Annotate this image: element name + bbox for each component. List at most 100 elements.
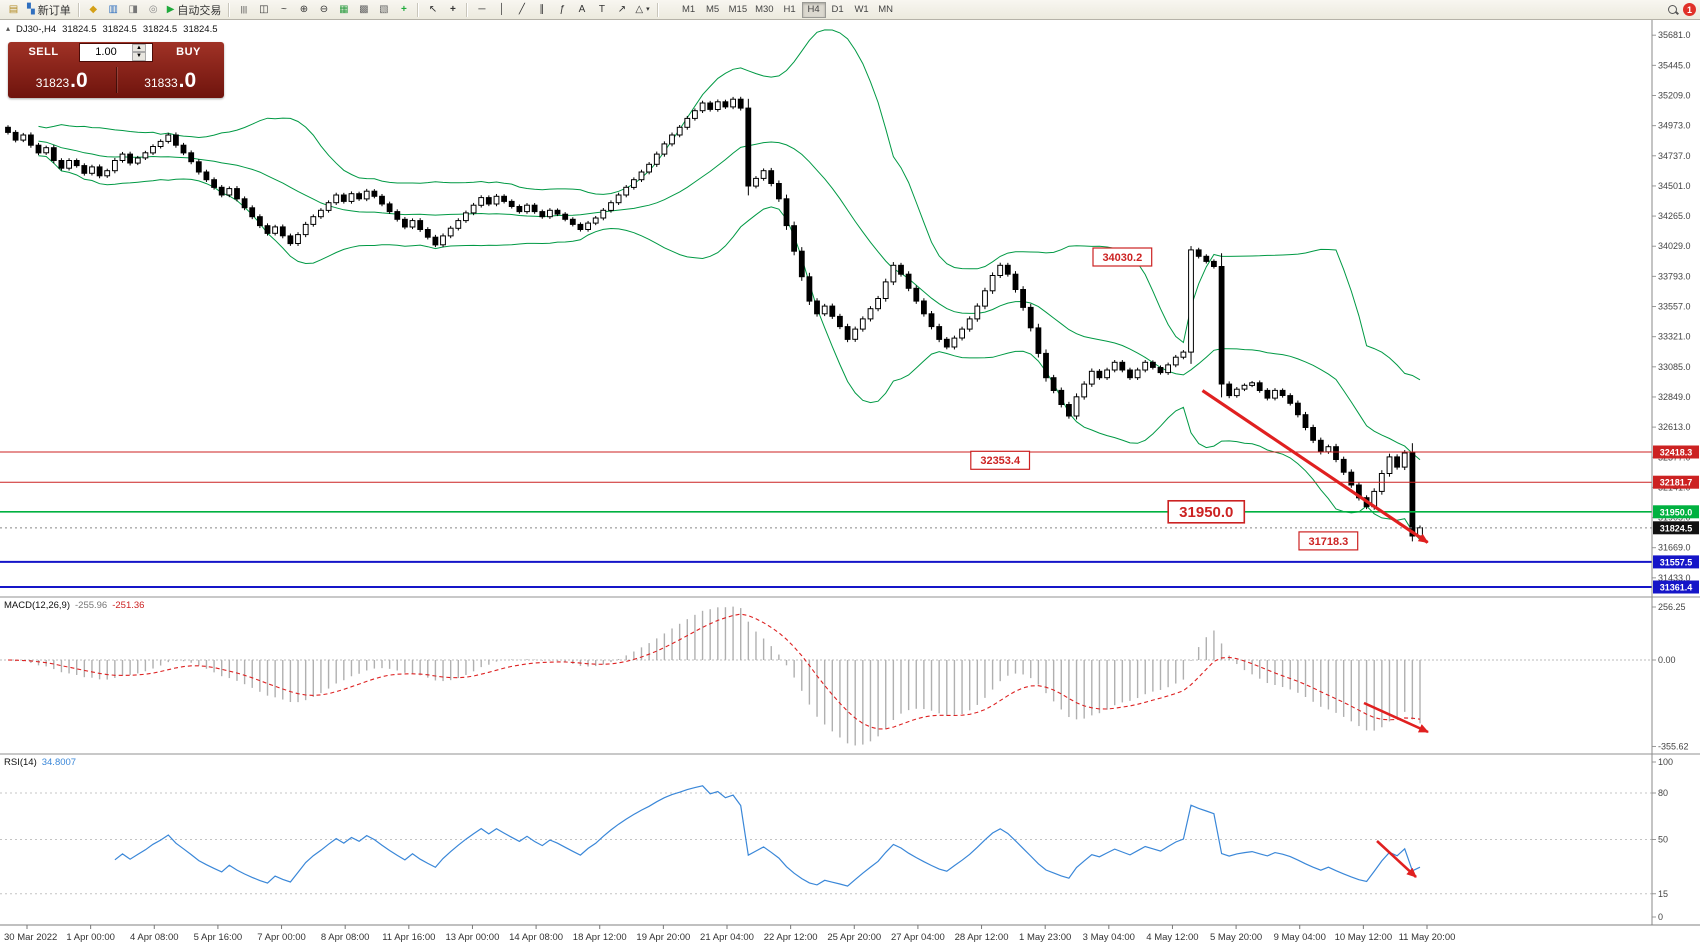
arrange-windows-button[interactable]: ▧ [374,1,393,18]
search-icon[interactable] [1667,4,1679,16]
tile-windows-icon: ▦ [339,3,349,15]
rsi-name: RSI(14) [4,757,37,768]
horizontal-line-button[interactable]: ─ [472,1,491,18]
ohlc-open: 31824.5 [62,24,97,35]
time-axis-label: 3 May 04:00 [1083,932,1135,943]
chevron-down-icon: ▾ [646,6,650,13]
price-axis[interactable] [1652,20,1700,925]
time-axis-label: 14 Apr 08:00 [509,932,563,943]
zoom-out-button[interactable]: ⊖ [314,1,333,18]
macd-axis-tick: 256.25 [1658,602,1686,612]
time-axis-label: 7 Apr 00:00 [257,932,306,943]
timeframe-mn[interactable]: MN [874,2,898,18]
price-axis-tick: 34501.0 [1658,181,1691,191]
timeframe-w1[interactable]: W1 [850,2,874,18]
trend-arrow-rsi[interactable] [1376,840,1417,878]
buy-button[interactable]: BUY [153,42,224,62]
toolbar-separator [656,2,659,17]
sell-button[interactable]: SELL [8,42,79,62]
timeframe-d1[interactable]: D1 [826,2,850,18]
sell-price-big: .0 [70,68,88,92]
price-annotation[interactable]: 32353.4 [970,450,1031,470]
cascade-windows-button[interactable]: ▩ [354,1,373,18]
volume-input[interactable] [80,46,132,58]
time-axis-label: 22 Apr 12:00 [764,932,818,943]
price-chart[interactable]: 35681.0 35445.0 35209.0 34973.0 34737.0 34501… [0,20,1700,947]
crosshair-button[interactable]: + [443,1,462,18]
arrange-windows-icon: ▧ [379,3,389,15]
time-axis-label: 21 Apr 04:00 [700,932,754,943]
timeframe-h4[interactable]: H4 [801,1,826,18]
zoom-in-button[interactable]: ⊕ [294,1,313,18]
trend-arrow-macd[interactable] [1363,701,1429,734]
auto-trading-play-icon: ▶ [166,3,175,15]
time-axis[interactable] [0,925,1700,947]
shapes-button[interactable]: △ ▾ [632,1,652,18]
text-tool-button[interactable]: A [572,1,591,18]
candles-icon: ◫ [259,3,269,15]
svg-text:32353.4: 32353.4 [980,455,1021,467]
favorites-button[interactable]: ◆ [84,1,103,18]
refresh-icon: ◎ [148,3,158,15]
svg-text:31824.5: 31824.5 [1660,523,1693,533]
new-order-button[interactable]: ▚ 新订单 [24,1,74,18]
refresh-button[interactable]: ◎ [144,1,163,18]
time-axis-label: 4 May 12:00 [1146,932,1198,943]
market-watch-button[interactable]: ▥ [104,1,123,18]
auto-trading-label: 自动交易 [177,4,222,17]
channel-button[interactable]: ∥ [532,1,551,18]
notification-badge[interactable]: 1 [1683,3,1696,16]
rsi-axis-tick: 100 [1658,757,1673,767]
line-chart-icon: ~ [280,3,287,15]
sell-price[interactable]: 31823 .0 [8,70,116,91]
fibonacci-button[interactable]: ƒ [552,1,571,18]
timeframe-h1[interactable]: H1 [778,2,802,18]
navigator-button[interactable]: ◨ [124,1,143,18]
price-annotation[interactable]: 31950.0 [1167,499,1246,524]
candles[interactable] [5,96,1423,542]
chart-ohlc-header: ▴ DJ30-,H4 31824.5 31824.5 31824.5 31824… [6,24,218,35]
candlestick-chart-button[interactable]: ◫ [254,1,273,18]
shapes-icon: △ [635,3,644,15]
fibonacci-icon: ƒ [559,3,565,15]
cursor-button[interactable]: ↖ [423,1,442,18]
label-tool-button[interactable]: T [592,1,611,18]
macd-histogram [14,606,1421,746]
price-annotation[interactable]: 34030.2 [1092,247,1153,267]
charts-window-button[interactable]: ▤ [4,1,23,18]
tile-windows-button[interactable]: ▦ [334,1,353,18]
add-chart-button[interactable]: + [394,1,413,18]
timeframe-m5[interactable]: M5 [701,2,725,18]
macd-signal-value: -251.36 [112,600,145,611]
volume-down-button[interactable]: ▼ [132,52,146,61]
auto-trading-button[interactable]: ▶ 自动交易 [164,1,225,18]
svg-text:31950.0: 31950.0 [1179,504,1233,521]
vertical-line-button[interactable]: │ [492,1,511,18]
bar-chart-button[interactable]: ||| [234,1,253,18]
timeframe-m15[interactable]: M15 [725,2,751,18]
time-axis-label: 1 May 23:00 [1019,932,1071,943]
bars-icon: ||| [240,4,248,14]
price-axis-tick: 31669.0 [1658,543,1691,553]
level-price-label: 31557.5 [1653,555,1699,569]
timeframe-m30[interactable]: M30 [751,2,777,18]
price-axis-tick: 33557.0 [1658,302,1691,312]
panel-divider[interactable] [0,752,1700,757]
arrow-tool-button[interactable]: ↗ [612,1,631,18]
time-axis-label: 10 May 12:00 [1335,932,1393,943]
timeframe-m1[interactable]: M1 [677,2,701,18]
price-annotation[interactable]: 31718.3 [1298,531,1359,551]
trendline-button[interactable]: ╱ [512,1,531,18]
macd-signal-line [7,613,1421,730]
trendline-icon: ╱ [518,3,525,15]
line-chart-button[interactable]: ~ [274,1,293,18]
buy-price[interactable]: 31833 .0 [117,70,225,91]
volume-up-button[interactable]: ▲ [132,43,146,52]
panel-divider[interactable] [0,595,1700,600]
ohlc-high: 31824.5 [102,24,137,35]
trend-arrow-main[interactable] [1201,389,1429,544]
buy-price-main: 31833 [144,75,178,90]
time-axis-label: 1 Apr 00:00 [66,932,115,943]
price-axis-tick: 35209.0 [1658,90,1691,100]
ohlc-low: 31824.5 [142,24,178,35]
